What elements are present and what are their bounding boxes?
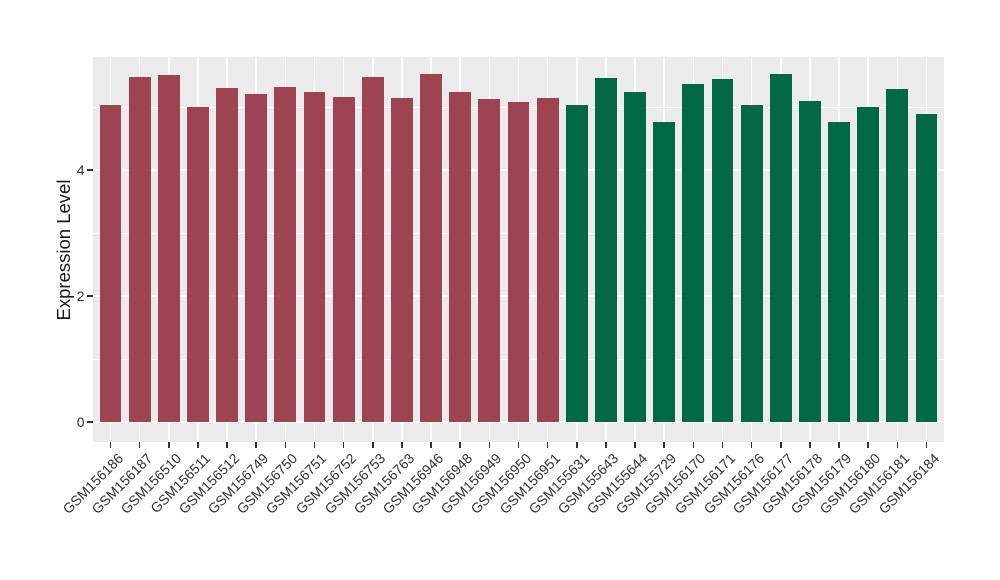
- y-tick-mark-2: [87, 295, 93, 297]
- x-tick-mark-GSM156951: [546, 442, 549, 448]
- bar-GSM156184: [915, 114, 938, 422]
- x-tick-mark-GSM156763: [401, 442, 403, 448]
- x-tick-mark-GSM156512: [226, 442, 228, 448]
- x-tick-mark-GSM156170: [692, 442, 695, 448]
- bar-GSM156512: [216, 87, 238, 422]
- x-tick-mark-GSM156178: [809, 442, 811, 448]
- x-tick-mark-GSM155644: [634, 442, 636, 448]
- bar-GSM155631: [565, 105, 588, 422]
- bar-GSM156951: [536, 97, 559, 422]
- bar-GSM156949: [478, 99, 501, 422]
- x-tick-mark-GSM156181: [896, 442, 899, 448]
- bar-GSM155643: [595, 77, 617, 422]
- x-tick-mark-GSM156510: [167, 442, 170, 448]
- x-tick-mark-GSM156752: [342, 442, 345, 448]
- x-tick-mark-GSM156187: [138, 442, 141, 448]
- x-tick-mark-GSM156753: [371, 442, 374, 448]
- y-axis-title: Expression Level: [53, 179, 74, 321]
- x-tick-mark-GSM156184: [925, 442, 928, 448]
- x-tick-mark-GSM156171: [721, 442, 724, 448]
- bar-GSM156170: [682, 84, 705, 422]
- x-tick-mark-GSM156749: [255, 442, 257, 448]
- x-tick-mark-GSM156511: [197, 442, 199, 448]
- bar-GSM155644: [624, 91, 646, 422]
- bar-GSM156510: [157, 75, 180, 422]
- x-tick-mark-GSM156177: [779, 442, 782, 448]
- x-tick-mark-GSM155729: [663, 442, 665, 448]
- bar-GSM156181: [886, 89, 909, 422]
- y-tick-mark-0: [87, 421, 93, 423]
- y-tick-mark-4: [87, 169, 93, 172]
- bar-GSM156177: [769, 73, 792, 422]
- bar-GSM156180: [857, 106, 880, 422]
- x-tick-mark-GSM156186: [109, 442, 112, 448]
- bar-GSM156950: [507, 102, 530, 422]
- bar-GSM156749: [245, 94, 268, 422]
- bar-GSM156750: [274, 86, 297, 422]
- x-tick-mark-GSM156180: [867, 442, 870, 448]
- x-tick-mark-GSM156948: [459, 442, 461, 448]
- bar-GSM156948: [449, 91, 472, 422]
- y-tick-label-2: 2: [76, 288, 85, 305]
- bar-GSM156752: [332, 96, 355, 422]
- x-tick-mark-GSM155631: [575, 442, 578, 448]
- x-tick-mark-GSM156750: [284, 442, 287, 448]
- x-tick-mark-GSM156751: [313, 442, 316, 448]
- bar-GSM156763: [390, 97, 413, 422]
- bar-GSM156179: [828, 121, 850, 422]
- bar-GSM156176: [740, 104, 763, 422]
- x-tick-mark-GSM156176: [750, 442, 753, 448]
- bar-GSM156753: [361, 76, 384, 422]
- x-tick-mark-GSM155643: [605, 442, 607, 448]
- x-tick-mark-GSM156949: [488, 442, 491, 448]
- plot-panel: [93, 57, 944, 442]
- x-tick-mark-GSM156946: [430, 442, 432, 448]
- bar-GSM155729: [653, 122, 676, 422]
- bar-GSM156946: [420, 73, 442, 422]
- x-tick-mark-GSM156950: [517, 442, 520, 448]
- bar-GSM156751: [303, 92, 326, 422]
- bar-GSM156186: [99, 104, 122, 422]
- bar-GSM156171: [711, 79, 734, 422]
- bar-GSM156178: [799, 101, 821, 422]
- x-tick-mark-GSM156179: [838, 442, 840, 448]
- bar-GSM156511: [186, 106, 209, 422]
- y-tick-label-4: 4: [76, 162, 85, 179]
- y-tick-label-0: 0: [76, 413, 85, 430]
- bar-GSM156187: [128, 77, 151, 422]
